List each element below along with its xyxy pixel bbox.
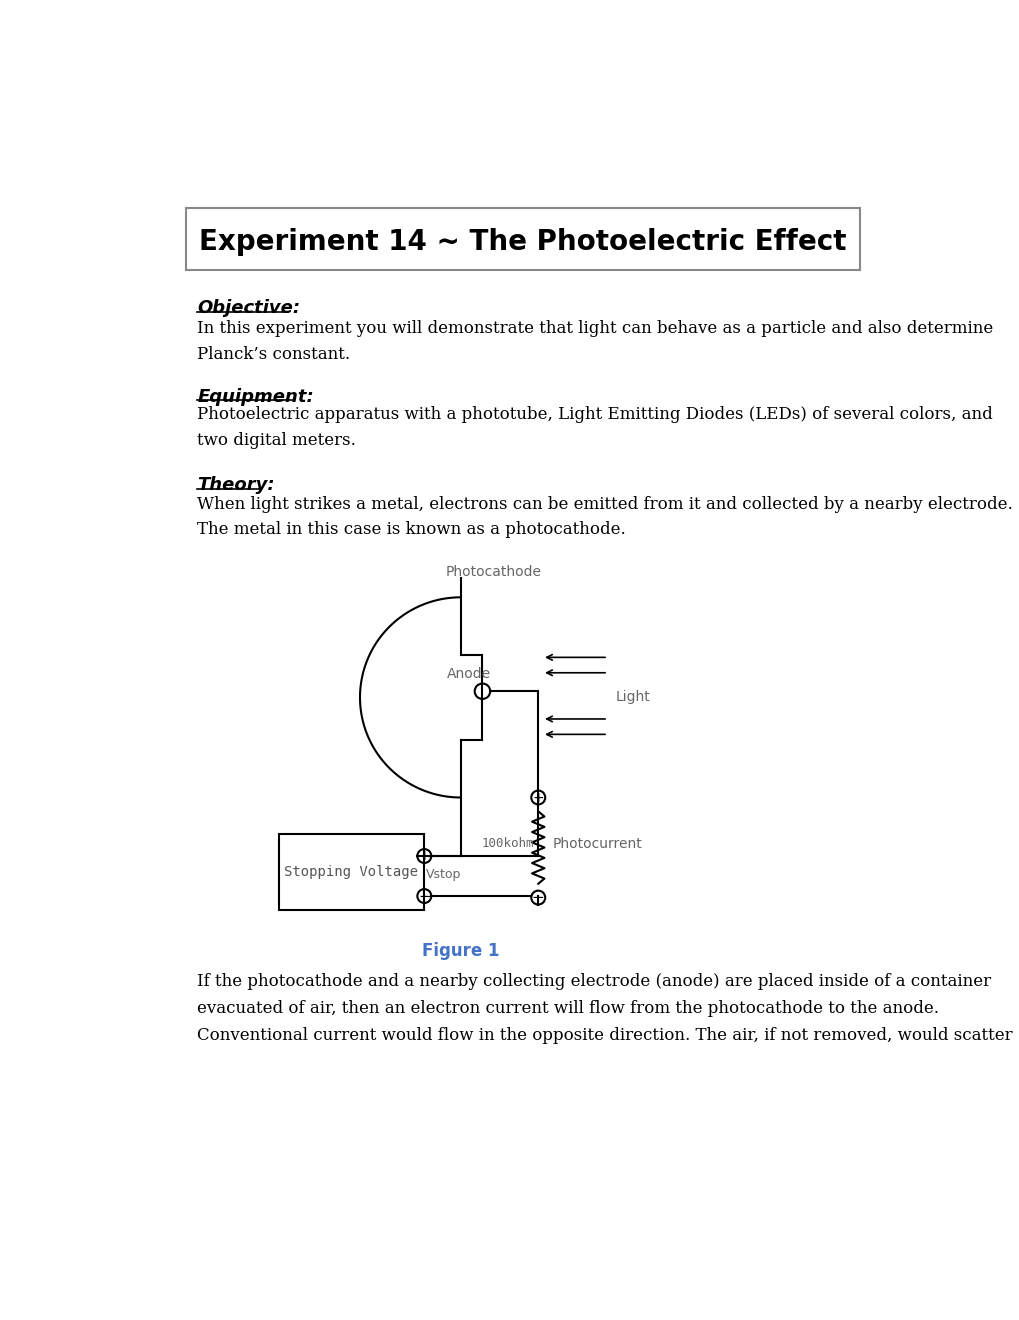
Text: In this experiment you will demonstrate that light can behave as a particle and : In this experiment you will demonstrate … (197, 321, 993, 363)
FancyBboxPatch shape (278, 834, 424, 909)
Text: +: + (418, 849, 430, 863)
Text: Photocurrent: Photocurrent (551, 837, 641, 850)
Text: +: + (532, 791, 543, 804)
Text: Theory:: Theory: (197, 477, 274, 495)
Text: Anode: Anode (446, 667, 490, 681)
Text: Stopping Voltage: Stopping Voltage (284, 865, 418, 879)
Text: Equipment:: Equipment: (197, 388, 314, 405)
Text: Photocathode: Photocathode (445, 565, 541, 579)
Text: 100kohm: 100kohm (481, 837, 534, 850)
Text: When light strikes a metal, electrons can be emitted from it and collected by a : When light strikes a metal, electrons ca… (197, 496, 1012, 539)
FancyBboxPatch shape (185, 209, 859, 271)
Text: Photoelectric apparatus with a phototube, Light Emitting Diodes (LEDs) of severa: Photoelectric apparatus with a phototube… (197, 407, 993, 449)
Text: −: − (418, 888, 430, 904)
Text: −: − (531, 890, 544, 906)
Text: Experiment 14 ~ The Photoelectric Effect: Experiment 14 ~ The Photoelectric Effect (199, 227, 846, 256)
Text: Objective:: Objective: (197, 300, 300, 317)
Text: Figure 1: Figure 1 (422, 942, 499, 960)
Text: If the photocathode and a nearby collecting electrode (anode) are placed inside : If the photocathode and a nearby collect… (197, 973, 1012, 1044)
Text: Light: Light (615, 690, 650, 705)
Text: Vstop: Vstop (426, 869, 461, 882)
